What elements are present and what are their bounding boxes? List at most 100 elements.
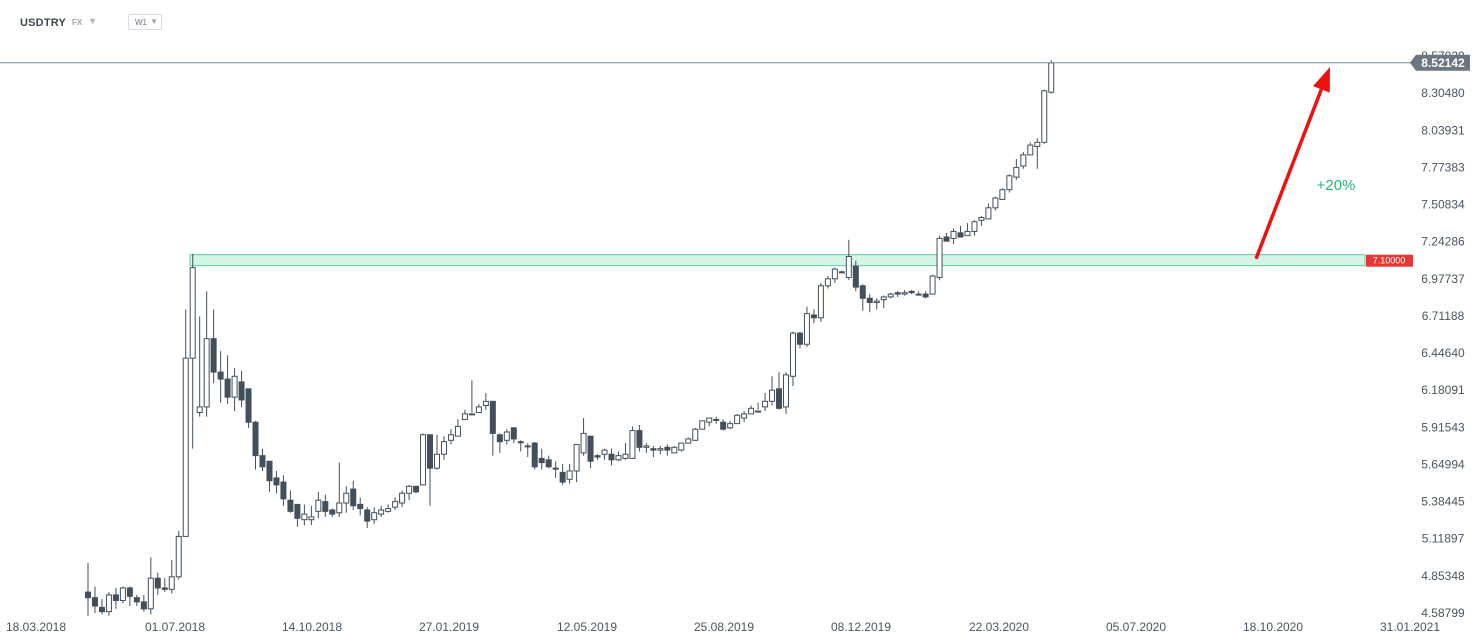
- candle-body: [503, 431, 510, 441]
- candle-body: [266, 460, 273, 482]
- candle-body: [1041, 90, 1048, 143]
- x-tick-label: 14.10.2018: [282, 620, 342, 634]
- y-tick-label: 6.71188: [1422, 309, 1465, 323]
- candle-body: [887, 293, 894, 298]
- candles-layer: [85, 60, 1055, 616]
- candle-body: [587, 435, 594, 462]
- candle-body: [769, 389, 776, 402]
- candle-body: [308, 516, 315, 521]
- candle-body: [517, 441, 524, 444]
- candle-body: [91, 597, 98, 607]
- candle-body: [413, 485, 420, 493]
- candle-body: [852, 265, 859, 288]
- candle-body: [838, 271, 845, 274]
- candle-body: [957, 232, 964, 238]
- candle-body: [217, 371, 224, 380]
- candle-body: [929, 275, 936, 295]
- candle-body: [224, 378, 231, 398]
- candle-body: [1020, 154, 1027, 167]
- x-tick-label: 27.01.2019: [419, 620, 479, 634]
- x-tick-label: 05.07.2020: [1106, 620, 1166, 634]
- y-tick-label: 4.85348: [1421, 569, 1465, 583]
- candle-body: [273, 477, 280, 486]
- candle-body: [776, 388, 783, 409]
- candle-body: [510, 427, 517, 440]
- candle-body: [727, 423, 734, 429]
- candle-body: [831, 268, 838, 280]
- y-tick-label: 5.11897: [1422, 532, 1465, 546]
- candle-body: [580, 432, 587, 454]
- candle-body: [385, 508, 392, 512]
- candle-body: [175, 535, 182, 578]
- candle-body: [678, 442, 685, 451]
- candle-body: [1034, 141, 1041, 148]
- candle-body: [524, 445, 531, 448]
- candle-body: [894, 292, 901, 295]
- candle-body: [748, 407, 755, 415]
- y-tick-label: 6.44640: [1421, 346, 1465, 360]
- candle-body: [601, 449, 608, 455]
- candle-body: [203, 338, 210, 408]
- candle-body: [901, 292, 908, 295]
- candle-body: [936, 237, 943, 278]
- candle-body: [440, 441, 447, 455]
- overlay-layer: 7.10000 +20%: [0, 62, 1470, 267]
- candle-body: [915, 293, 922, 296]
- candle-body: [399, 492, 406, 504]
- candle-body: [720, 421, 727, 430]
- arrow-shaft: [1254, 88, 1323, 260]
- interval-label: W1: [135, 18, 147, 27]
- x-tick-label: 18.10.2020: [1243, 620, 1303, 634]
- candle-body: [1013, 166, 1020, 178]
- candle-body: [434, 453, 440, 469]
- candle-body: [964, 230, 971, 237]
- candle-body: [1027, 144, 1034, 156]
- candle-body: [231, 375, 238, 398]
- candle-body: [336, 502, 343, 514]
- candle-body: [287, 499, 294, 512]
- candle-body: [566, 470, 573, 480]
- candle-body: [392, 501, 399, 508]
- candle-body: [866, 297, 873, 303]
- candle-body: [364, 509, 371, 522]
- candle-body: [301, 513, 308, 521]
- candle-body: [713, 418, 720, 421]
- chevron-down-icon[interactable]: ▼: [88, 16, 97, 26]
- x-tick-label: 12.05.2019: [557, 620, 617, 634]
- chart-header: USDTRY FX ▼ W1 ▼: [0, 0, 1482, 46]
- candle-body: [978, 217, 985, 221]
- candle-body: [482, 400, 489, 407]
- candle-body: [85, 591, 91, 599]
- support-zone-layer: [189, 254, 1366, 267]
- candle-body: [762, 400, 769, 408]
- candle-body: [992, 197, 999, 209]
- candle-body: [859, 285, 866, 299]
- y-tick-label: 5.91543: [1421, 420, 1465, 434]
- symbol-name[interactable]: USDTRY: [20, 17, 67, 29]
- x-tick-label: 25.08.2019: [694, 620, 754, 634]
- chevron-down-icon: ▼: [150, 17, 158, 26]
- candle-body: [629, 430, 636, 459]
- y-tick-label: 6.97737: [1421, 272, 1465, 286]
- y-tick-label: 7.50834: [1421, 198, 1465, 212]
- candle-body: [420, 434, 427, 486]
- candle-body: [873, 300, 880, 303]
- candle-body: [315, 499, 322, 512]
- candle-body: [1048, 62, 1055, 93]
- candle-body: [210, 338, 217, 373]
- candle-body: [350, 488, 357, 507]
- interval-selector[interactable]: W1 ▼: [128, 14, 162, 30]
- candle-body: [343, 492, 350, 504]
- candle-body: [112, 594, 119, 601]
- candle-body: [573, 444, 580, 472]
- candle-body: [922, 293, 929, 298]
- candle-body: [496, 434, 503, 443]
- candle-body: [545, 459, 552, 468]
- x-tick-label: 08.12.2019: [831, 620, 891, 634]
- candle-body: [119, 587, 126, 601]
- candle-body: [692, 428, 699, 441]
- candle-body: [796, 332, 803, 345]
- candle-body: [294, 503, 301, 519]
- y-tick-label: 5.64994: [1421, 457, 1465, 471]
